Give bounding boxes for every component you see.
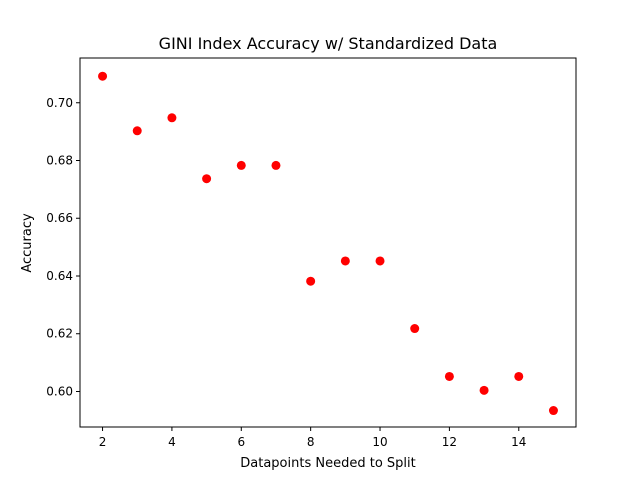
chart-title: GINI Index Accuracy w/ Standardized Data	[159, 34, 498, 53]
x-tick-label: 14	[511, 435, 526, 449]
x-tick-label: 6	[237, 435, 245, 449]
y-tick-label: 0.70	[46, 96, 73, 110]
y-tick-label: 0.60	[46, 384, 73, 398]
y-tick-label: 0.62	[46, 327, 73, 341]
y-tick-label: 0.66	[46, 211, 73, 225]
plot-area	[98, 71, 558, 416]
data-point	[98, 71, 108, 81]
data-point	[236, 160, 246, 170]
x-tick-label: 8	[307, 435, 315, 449]
data-point	[271, 160, 281, 170]
data-point	[548, 406, 558, 416]
y-tick-label: 0.64	[46, 269, 73, 283]
data-point	[167, 113, 177, 123]
x-tick-label: 12	[442, 435, 457, 449]
y-tick-label: 0.68	[46, 154, 73, 168]
y-axis-label: Accuracy	[20, 213, 35, 273]
x-axis: 2 4 6 8 10 12 14	[99, 427, 526, 449]
data-point	[444, 371, 454, 381]
data-point	[375, 256, 385, 266]
data-point	[306, 276, 316, 286]
axes-frame	[79, 57, 577, 428]
data-point	[202, 174, 212, 184]
y-axis: 0.60 0.62 0.64 0.66 0.68 0.70	[46, 96, 80, 398]
x-tick-label: 4	[168, 435, 176, 449]
data-point	[514, 371, 524, 381]
data-point	[410, 324, 420, 334]
data-point	[340, 256, 350, 266]
x-axis-label: Datapoints Needed to Split	[240, 456, 415, 471]
data-point	[132, 126, 142, 136]
x-tick-label: 10	[372, 435, 387, 449]
data-point	[479, 385, 489, 395]
x-tick-label: 2	[99, 435, 107, 449]
